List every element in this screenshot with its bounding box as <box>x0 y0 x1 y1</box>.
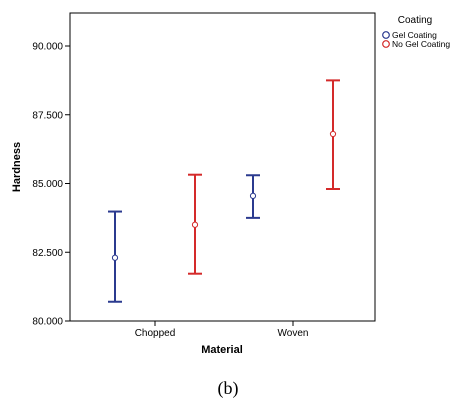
y-axis-title: Hardness <box>11 142 23 192</box>
y-tick-label: 87.500 <box>32 110 63 121</box>
errorbar-no-gel-coating-chopped <box>188 173 202 275</box>
errorbar-no-gel-coating-woven <box>326 79 340 190</box>
y-tick-label: 80.000 <box>32 317 63 328</box>
mean-marker <box>191 221 199 228</box>
chart: 80.000 82.500 85.000 87.500 90.000 Chopped Wo… <box>11 12 450 356</box>
series-layer <box>108 79 340 303</box>
figure-caption: (b) <box>217 378 239 398</box>
legend-marker-no-gel-coating <box>382 40 390 48</box>
mean-marker <box>111 254 119 261</box>
plot-area-frame <box>69 12 376 322</box>
mean-marker <box>249 192 257 199</box>
legend-marker-gel-coating <box>382 31 390 39</box>
errorbar-gel-coating-woven <box>246 174 260 219</box>
x-axis: Chopped Woven <box>135 321 309 339</box>
x-axis-title: Material <box>201 344 243 356</box>
y-tick-label: 82.500 <box>32 248 63 259</box>
x-tick-label-chopped: Chopped <box>135 328 176 339</box>
legend-label-no-gel-coating: No Gel Coating <box>392 39 450 49</box>
mean-marker <box>329 130 337 138</box>
errorbar-gel-coating-chopped <box>108 210 122 303</box>
y-axis: 80.000 82.500 85.000 87.500 90.000 <box>32 42 70 328</box>
legend-label-gel-coating: Gel Coating <box>392 30 437 40</box>
legend-title: Coating <box>398 15 432 26</box>
y-tick-label: 85.000 <box>32 179 63 190</box>
y-tick-label: 90.000 <box>32 42 63 53</box>
x-tick-label-woven: Woven <box>278 328 309 339</box>
